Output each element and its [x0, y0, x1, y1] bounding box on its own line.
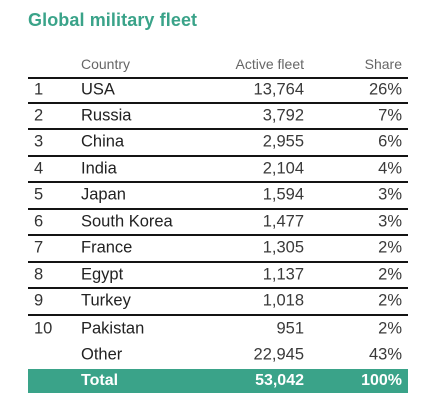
active-fleet-cell: 2,955: [262, 132, 304, 151]
total-row: Total 53,042 100%: [28, 368, 408, 393]
rank-cell: 1: [34, 80, 44, 99]
active-fleet-cell: 22,945: [253, 345, 304, 364]
table-row: 7 France 1,305 2%: [28, 236, 408, 263]
active-fleet-cell: 1,477: [262, 212, 304, 231]
table-row: 6 South Korea 1,477 3%: [28, 210, 408, 236]
table-row: 4 India 2,104 4%: [28, 157, 408, 183]
table-row: 10 Pakistan 951 2%: [28, 316, 408, 343]
active-fleet-cell: 13,764: [253, 80, 304, 99]
country-cell: Russia: [81, 106, 132, 125]
country-cell: USA: [81, 80, 115, 99]
share-cell: 3%: [378, 212, 402, 231]
header-active-fleet: Active fleet: [235, 56, 304, 72]
country-cell: Egypt: [81, 265, 124, 284]
rank-cell: 9: [34, 291, 44, 310]
header-share: Share: [364, 56, 402, 72]
active-fleet-cell: 951: [276, 319, 304, 338]
active-fleet-cell: 1,305: [262, 238, 304, 257]
country-cell: Turkey: [81, 291, 131, 310]
share-cell: 2%: [378, 319, 402, 338]
header-country: Country: [81, 56, 131, 72]
table-row: 8 Egypt 1,137 2%: [28, 263, 408, 289]
table-row: 3 China 2,955 6%: [28, 130, 408, 157]
active-fleet-cell: 2,104: [262, 159, 304, 178]
total-label: Total: [81, 371, 119, 389]
fleet-table: Country Active fleet Share 1 USA 13,764 26%…: [28, 51, 408, 393]
table-row: 1 USA 13,764 26%: [28, 77, 408, 104]
rank-cell: 4: [34, 159, 44, 178]
country-cell: Japan: [81, 185, 126, 204]
country-cell: Pakistan: [81, 319, 145, 338]
rank-cell: 7: [34, 238, 44, 257]
country-cell: Other: [81, 345, 123, 364]
country-cell: France: [81, 238, 133, 257]
rank-cell: 3: [34, 132, 44, 151]
table-title: Global military fleet: [28, 10, 198, 30]
table-row: 9 Turkey 1,018 2%: [28, 289, 408, 316]
country-cell: China: [81, 132, 125, 151]
share-cell: 2%: [378, 238, 402, 257]
active-fleet-cell: 1,137: [262, 265, 304, 284]
rank-cell: 5: [34, 185, 44, 204]
share-cell: 7%: [378, 106, 402, 125]
active-fleet-cell: 1,594: [262, 185, 304, 204]
rank-cell: 8: [34, 265, 44, 284]
rank-cell: 2: [34, 106, 44, 125]
share-cell: 26%: [368, 80, 402, 99]
rank-cell: 6: [34, 212, 44, 231]
share-cell: 2%: [378, 291, 402, 310]
table-row: 2 Russia 3,792 7%: [28, 104, 408, 130]
table-body: 1 USA 13,764 26% 2 Russia 3,792 7% 3 China 2,955 6%…: [28, 77, 408, 369]
table-header: Country Active fleet Share: [28, 51, 408, 77]
active-fleet-cell: 1,018: [262, 291, 304, 310]
share-cell: 2%: [378, 265, 402, 284]
total-share: 100%: [361, 371, 402, 389]
share-cell: 6%: [378, 132, 402, 151]
share-cell: 4%: [378, 159, 402, 178]
share-cell: 43%: [368, 345, 402, 364]
share-cell: 3%: [378, 185, 402, 204]
country-cell: South Korea: [81, 212, 173, 231]
rank-cell: 10: [34, 319, 53, 338]
table-row: 5 Japan 1,594 3%: [28, 183, 408, 210]
table-row: Other 22,945 43%: [28, 342, 408, 369]
total-fleet: 53,042: [255, 371, 304, 389]
active-fleet-cell: 3,792: [262, 106, 304, 125]
country-cell: India: [81, 159, 117, 178]
